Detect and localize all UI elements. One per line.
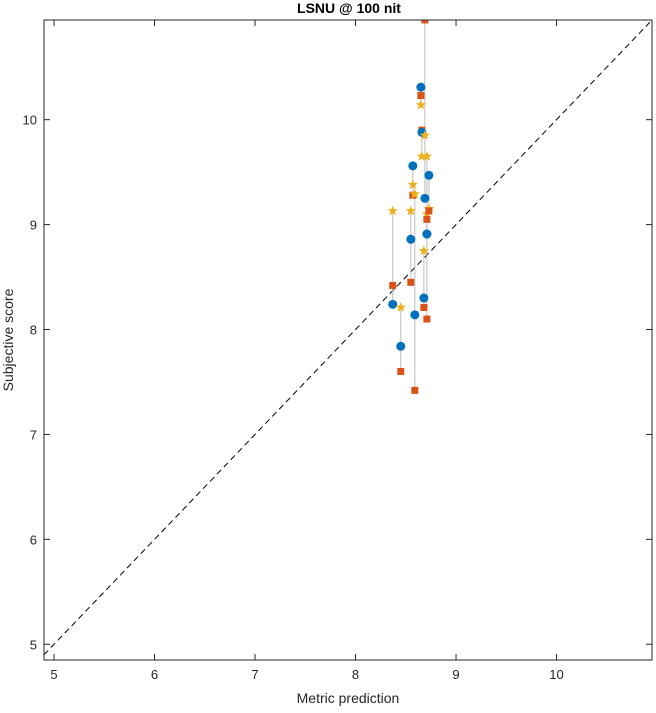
square-point [421, 20, 429, 24]
square-point [411, 386, 419, 394]
x-tick-label: 7 [251, 667, 258, 682]
circle-point [388, 299, 398, 309]
y-tick-label: 10 [23, 113, 37, 128]
square-point [423, 315, 431, 323]
square-point [417, 92, 425, 100]
plot-frame [43, 19, 653, 661]
x-tick-label: 5 [50, 667, 57, 682]
square-point [389, 281, 397, 289]
square-point [420, 303, 428, 311]
reference-line [44, 20, 652, 656]
star-point [418, 245, 430, 256]
circle-point [410, 310, 420, 320]
x-tick-label: 9 [452, 667, 459, 682]
circle-point [408, 161, 418, 171]
y-tick-label: 5 [30, 637, 37, 652]
y-tick-label: 8 [30, 323, 37, 338]
star-point [416, 150, 428, 161]
star-point [421, 150, 433, 161]
star-point [395, 301, 406, 312]
y-tick-label: 7 [30, 427, 37, 442]
circle-point [419, 293, 429, 303]
x-tick-label: 10 [549, 667, 563, 682]
star-point [407, 179, 419, 190]
star-point [419, 129, 431, 140]
star-point [405, 205, 417, 216]
square-point [425, 207, 433, 215]
axis-ticks: 5 6 7 8 9 10 5 6 7 8 9 10 [23, 20, 652, 682]
circle-point [422, 229, 432, 239]
circle-point [406, 234, 416, 244]
star-point [387, 205, 398, 216]
circle-point [420, 193, 430, 203]
x-tick-label: 8 [352, 667, 359, 682]
star-point [415, 99, 427, 110]
star-point [409, 188, 421, 199]
chart-title: LSNU @ 100 nit [297, 0, 401, 16]
square-point [407, 278, 415, 286]
y-axis-label: Subjective score [0, 288, 16, 391]
square-point [397, 367, 405, 375]
x-axis-label: Metric prediction [297, 690, 400, 706]
circle-point [416, 82, 426, 92]
square-point [423, 215, 431, 223]
circle-point [396, 341, 406, 351]
x-tick-label: 6 [151, 667, 158, 682]
y-tick-label: 9 [30, 218, 37, 233]
circle-point [424, 170, 434, 180]
y-tick-label: 6 [30, 532, 37, 547]
plot-area [44, 20, 652, 656]
